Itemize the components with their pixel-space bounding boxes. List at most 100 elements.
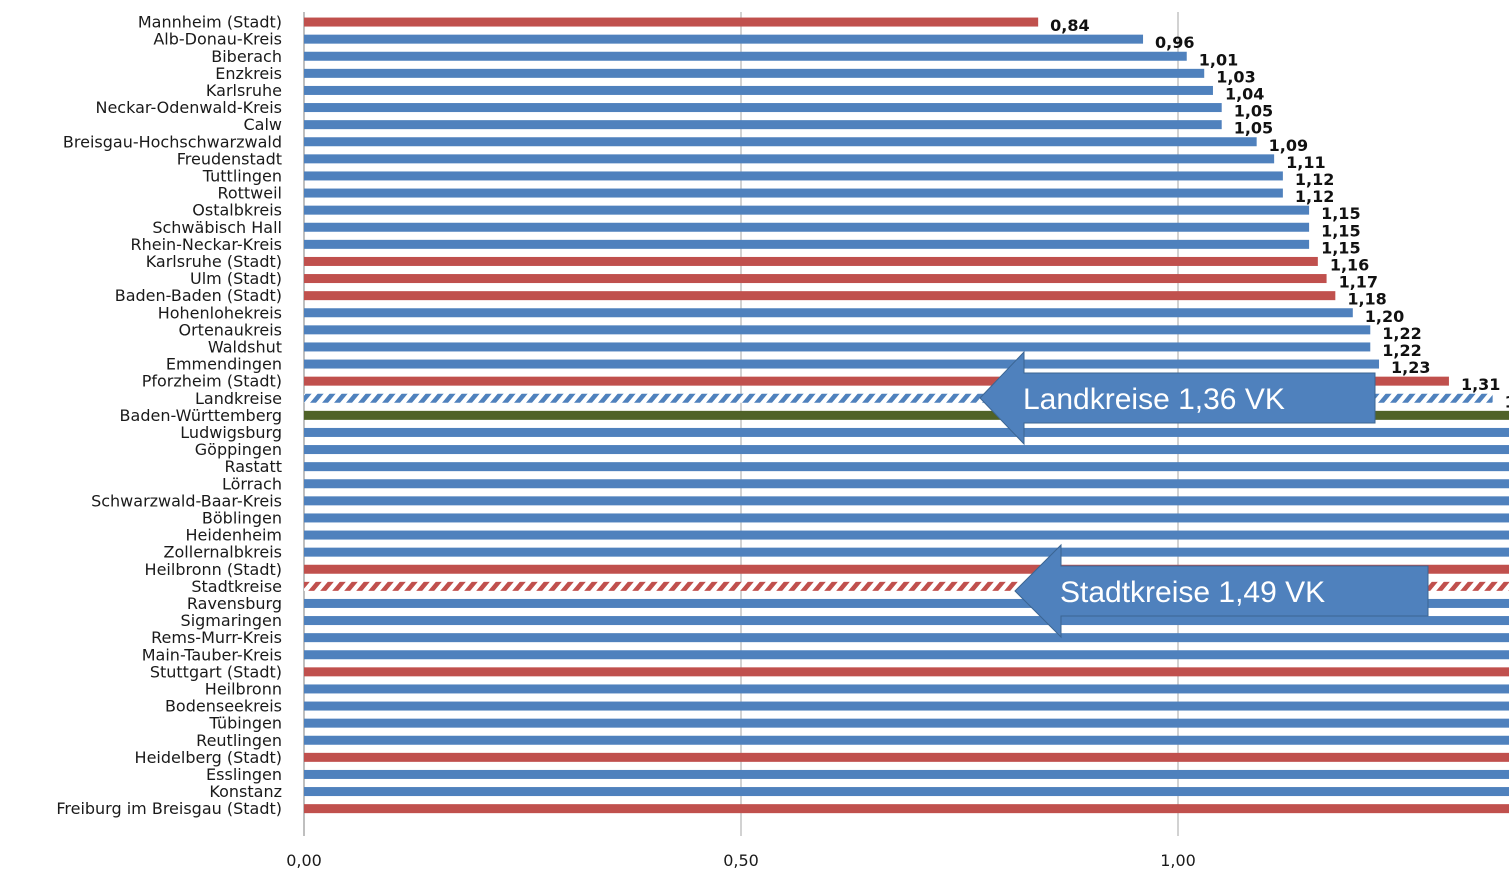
category-label: Ludwigsburg <box>180 423 282 442</box>
data-label: 1,22 <box>1382 324 1421 343</box>
category-label: Karlsruhe <box>206 81 282 100</box>
bar <box>304 171 1283 181</box>
bar <box>304 410 1509 420</box>
data-label: 1,17 <box>1339 273 1378 292</box>
category-label: Heidenheim <box>186 526 282 545</box>
bar <box>304 137 1257 147</box>
bar <box>304 205 1310 215</box>
data-label: 1,05 <box>1234 102 1273 121</box>
category-label: Reutlingen <box>196 731 282 750</box>
bar <box>304 598 1509 608</box>
category-label: Stadtkreise <box>191 577 282 596</box>
category-label: Enzkreis <box>215 64 282 83</box>
data-label: 1,22 <box>1382 341 1421 360</box>
data-label: 0,84 <box>1050 16 1089 35</box>
category-label: Freudenstadt <box>177 149 282 168</box>
bar <box>304 513 1509 523</box>
category-label: Bodenseekreis <box>165 697 282 716</box>
data-label: 1,18 <box>1347 290 1386 309</box>
callouts: Landkreise 1,36 VK Stadtkreise 1,49 VK <box>979 350 1429 639</box>
category-label: Heilbronn <box>205 679 282 698</box>
bar <box>304 308 1353 318</box>
category-label: Tuttlingen <box>202 166 282 185</box>
bar <box>304 445 1509 455</box>
bar <box>304 85 1213 95</box>
category-labels: Mannheim (Stadt)Alb-Donau-KreisBiberachE… <box>56 13 282 819</box>
category-label: Biberach <box>211 47 282 66</box>
bar <box>304 735 1509 745</box>
x-tick-label: 1,00 <box>1160 851 1196 870</box>
x-tick-label: 0,00 <box>286 851 322 870</box>
category-label: Rems-Murr-Kreis <box>151 628 282 647</box>
bar <box>304 188 1283 198</box>
callout-arrow: Landkreise 1,36 VK <box>979 350 1376 446</box>
bar <box>304 701 1509 711</box>
value-labels: 0,840,961,011,031,041,051,051,091,111,12… <box>1050 16 1509 411</box>
category-label: Breisgau-Hochschwarzwald <box>63 132 282 151</box>
data-label: 1,11 <box>1286 153 1325 172</box>
bar <box>304 667 1509 677</box>
data-label: 1,15 <box>1321 238 1360 257</box>
callout-arrow-shape <box>1014 543 1429 639</box>
bar <box>304 804 1509 814</box>
category-label: Baden-Württemberg <box>120 406 282 425</box>
category-label: Schwarzwald-Baar-Kreis <box>91 491 282 510</box>
bar <box>304 222 1310 232</box>
callout-label: Stadtkreise 1,49 VK <box>1060 576 1325 609</box>
category-label: Neckar-Odenwald-Kreis <box>95 98 282 117</box>
bar <box>304 359 1380 369</box>
data-label: 1,20 <box>1365 307 1404 326</box>
category-label: Freiburg im Breisgau (Stadt) <box>56 799 282 818</box>
category-label: Baden-Baden (Stadt) <box>115 286 282 305</box>
category-label: Mannheim (Stadt) <box>138 13 282 32</box>
data-label: 1,31 <box>1461 375 1500 394</box>
category-label: Rhein-Neckar-Kreis <box>130 235 282 254</box>
bar <box>304 274 1327 284</box>
category-label: Ulm (Stadt) <box>190 269 282 288</box>
gridlines <box>303 12 1179 836</box>
data-label: 1,09 <box>1269 136 1308 155</box>
data-label: 1,23 <box>1391 358 1430 377</box>
category-label: Göppingen <box>195 440 282 459</box>
bar <box>304 51 1187 61</box>
data-label: 1,12 <box>1295 187 1334 206</box>
bar <box>304 787 1509 797</box>
bar <box>304 718 1509 728</box>
bar <box>304 650 1509 660</box>
category-label: Böblingen <box>202 508 282 527</box>
category-label: Ravensburg <box>187 594 282 613</box>
callout-arrow-shape <box>979 350 1376 446</box>
bars <box>304 17 1509 814</box>
bar <box>304 479 1509 489</box>
category-label: Esslingen <box>206 765 282 784</box>
category-label: Alb-Donau-Kreis <box>153 30 282 49</box>
category-label: Karlsruhe (Stadt) <box>146 252 282 271</box>
category-label: Calw <box>243 115 282 134</box>
data-label: 0,96 <box>1155 33 1194 52</box>
category-label: Konstanz <box>209 782 282 801</box>
data-label: 1,05 <box>1234 119 1273 138</box>
category-label: Hohenlohekreis <box>158 303 282 322</box>
data-label: 1,36 <box>1505 392 1509 411</box>
bar <box>304 547 1509 557</box>
callout-label: Landkreise 1,36 VK <box>1023 383 1285 416</box>
bar <box>304 496 1509 506</box>
data-label: 1,16 <box>1330 255 1369 274</box>
category-label: Stuttgart (Stadt) <box>150 662 282 681</box>
category-label: Schwäbisch Hall <box>152 218 282 237</box>
data-label: 1,15 <box>1321 221 1360 240</box>
data-label: 1,04 <box>1225 84 1264 103</box>
category-label: Zollernalbkreis <box>164 543 282 562</box>
bar <box>304 154 1275 164</box>
category-label: Sigmaringen <box>181 611 282 630</box>
category-label: Waldshut <box>208 337 282 356</box>
category-label: Pforzheim (Stadt) <box>142 372 282 391</box>
bar <box>304 68 1205 78</box>
bar <box>304 342 1371 352</box>
bar <box>304 239 1310 249</box>
bar <box>304 684 1509 694</box>
bar <box>304 530 1509 540</box>
x-axis-tick-labels: 0,000,501,001,502,002,50 <box>286 851 1196 870</box>
bar <box>304 752 1509 762</box>
